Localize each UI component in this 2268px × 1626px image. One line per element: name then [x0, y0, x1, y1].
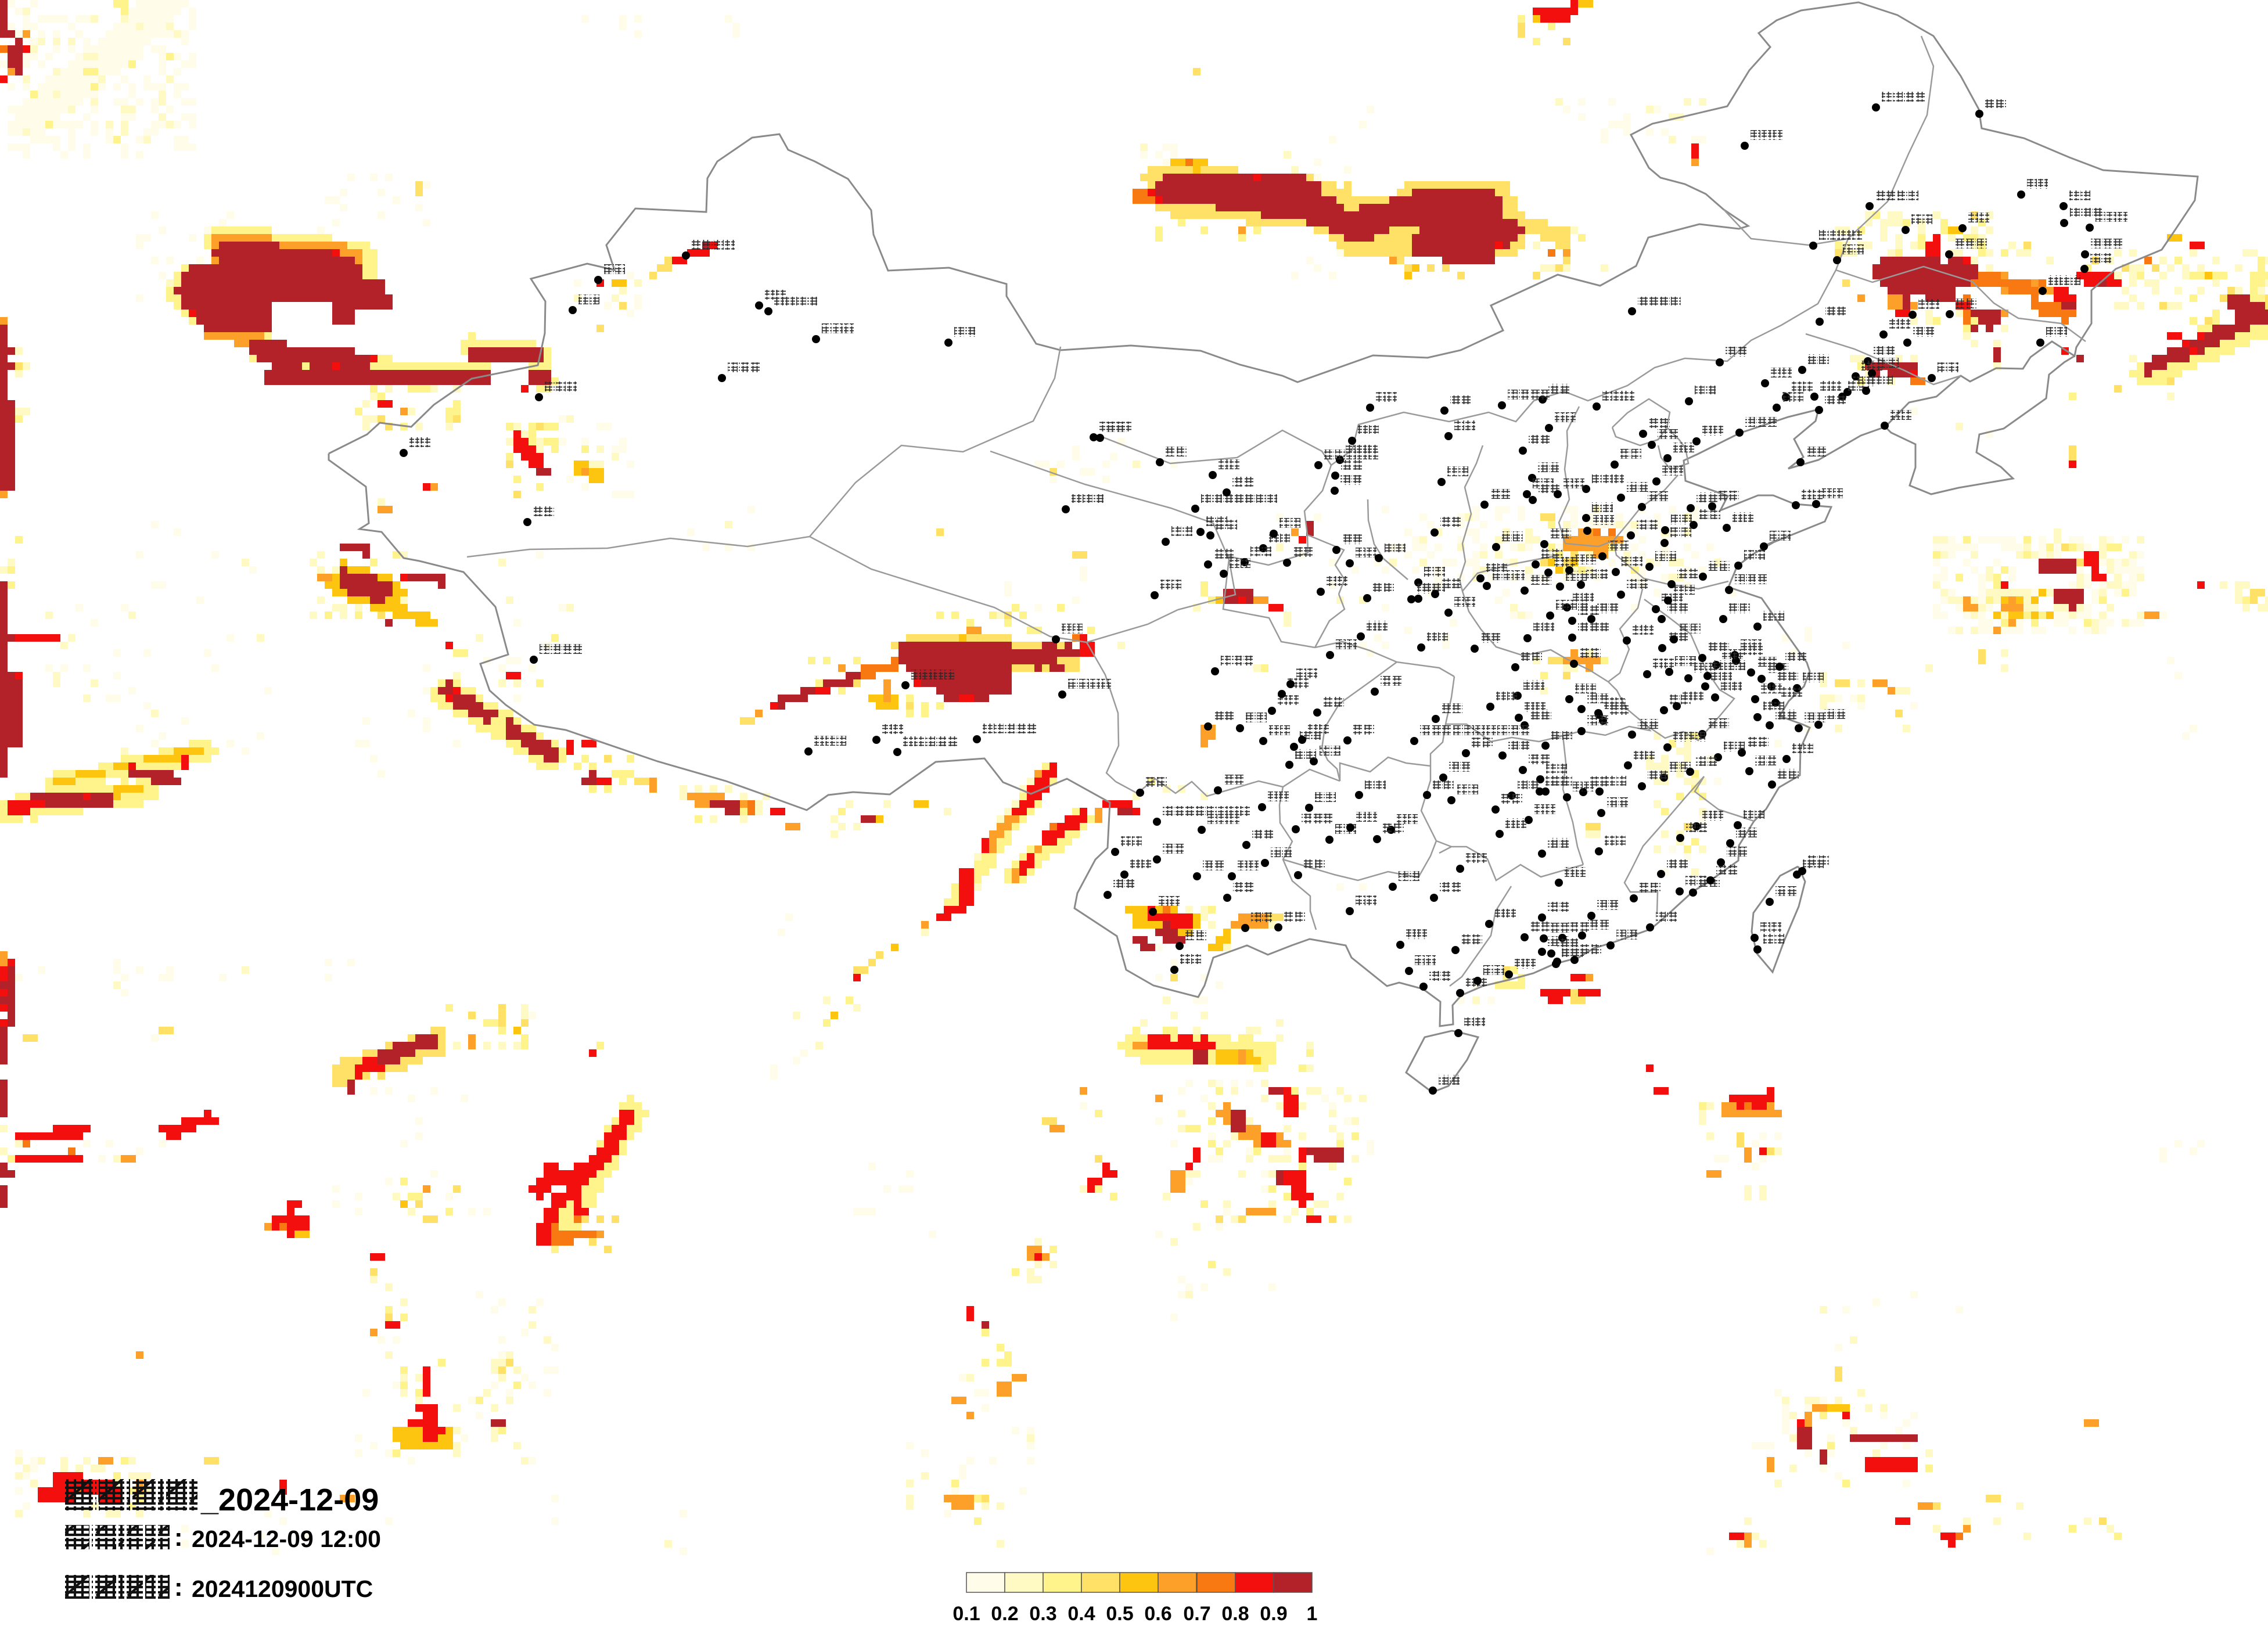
svg-text::: : — [174, 1523, 183, 1552]
svg-text::: : — [174, 1573, 183, 1602]
svg-text:0.6: 0.6 — [1144, 1603, 1171, 1625]
svg-text:0.4: 0.4 — [1067, 1603, 1095, 1625]
svg-text:0.1: 0.1 — [953, 1603, 980, 1625]
svg-text:0.7: 0.7 — [1183, 1603, 1210, 1625]
svg-text:0.9: 0.9 — [1260, 1603, 1287, 1625]
svg-text:0.5: 0.5 — [1106, 1603, 1133, 1625]
svg-text:1: 1 — [1307, 1603, 1318, 1625]
svg-text:_2024-12-09: _2024-12-09 — [200, 1483, 379, 1517]
svg-text:0.3: 0.3 — [1029, 1603, 1056, 1625]
svg-text:0.8: 0.8 — [1221, 1603, 1249, 1625]
svg-text:2024120900UTC: 2024120900UTC — [192, 1575, 373, 1602]
svg-text:2024-12-09 12:00: 2024-12-09 12:00 — [192, 1526, 381, 1552]
svg-text:0.2: 0.2 — [991, 1603, 1018, 1625]
